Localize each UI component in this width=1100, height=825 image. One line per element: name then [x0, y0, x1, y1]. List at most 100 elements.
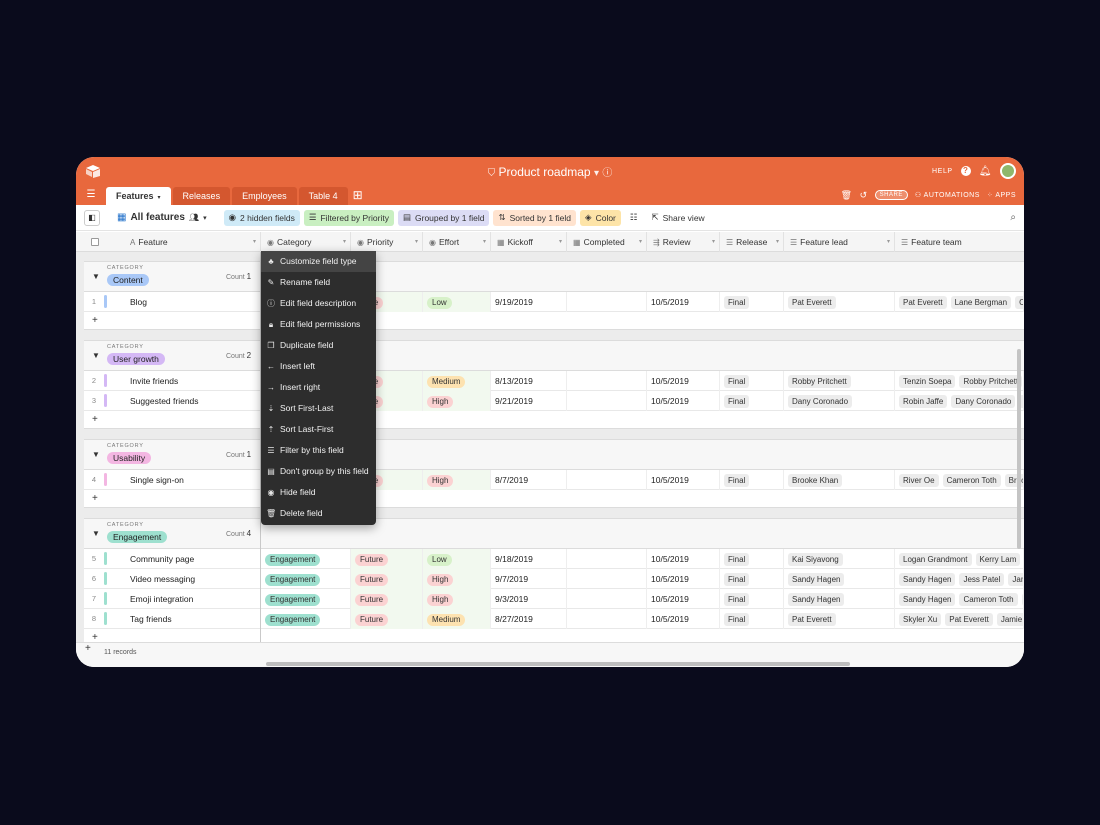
tab-releases[interactable]: Releases — [172, 187, 231, 205]
column-header-completed[interactable]: ▦ Completed ▾ — [567, 232, 647, 252]
completed-cell[interactable] — [567, 292, 647, 312]
filter-button[interactable]: ☰ Filtered by Priority — [303, 209, 394, 226]
feature-cell[interactable]: Suggested friends — [130, 396, 199, 406]
chevron-down-icon[interactable]: ▾ — [157, 195, 161, 201]
menu-item-sort-first-last[interactable]: ⇣ Sort First-Last — [261, 398, 376, 419]
view-switcher[interactable]: ▦ All features 👥︎ ▾ — [112, 210, 212, 226]
release-cell[interactable]: Final — [720, 569, 784, 589]
completed-cell[interactable] — [567, 470, 647, 490]
kickoff-cell[interactable]: 8/7/2019 — [491, 470, 567, 490]
hide-fields-button[interactable]: ◉ 2 hidden fields — [223, 209, 300, 226]
column-header-feature-lead[interactable]: ☰ Feature lead ▾ — [784, 232, 895, 252]
release-cell[interactable]: Final — [720, 589, 784, 609]
collapse-arrow-icon[interactable]: ▼ — [92, 450, 100, 459]
completed-cell[interactable] — [567, 589, 647, 609]
priority-cell[interactable]: Future — [351, 569, 423, 589]
sidebar-toggle-button[interactable]: ◧ — [84, 209, 100, 226]
table-row[interactable]: 1 Blog uture Low 9/19/2019 10/5/2019 Fin… — [84, 292, 1024, 312]
menu-item-dont-group[interactable]: ▤ Don't group by this field — [261, 461, 376, 482]
release-cell[interactable]: Final — [720, 292, 784, 312]
plus-icon[interactable]: + — [92, 414, 98, 425]
kickoff-cell[interactable]: 8/13/2019 — [491, 371, 567, 391]
group-header-usability[interactable]: ▼ CATEGORY Usability Count 1 — [84, 439, 1024, 470]
kickoff-cell[interactable]: 9/7/2019 — [491, 569, 567, 589]
chevron-down-icon[interactable]: ▾ — [414, 239, 418, 245]
add-record-row[interactable]: + — [84, 490, 1024, 508]
menu-item-hide-field[interactable]: ◉ Hide field — [261, 482, 376, 503]
apps-button[interactable]: ⁘ APPS — [987, 191, 1016, 199]
review-cell[interactable]: 10/5/2019 — [647, 569, 720, 589]
horizontal-scrollbar[interactable] — [266, 662, 850, 666]
add-record-row[interactable]: + — [84, 312, 1024, 330]
group-header-user-growth[interactable]: ▼ CATEGORY User growth Count 2 — [84, 340, 1024, 371]
completed-cell[interactable] — [567, 569, 647, 589]
menu-item-rename-field[interactable]: ✎ Rename field — [261, 272, 376, 293]
plus-icon[interactable]: + — [92, 493, 98, 504]
add-record-icon[interactable]: + — [85, 643, 91, 654]
table-row[interactable]: 5 Community page Engagement Future Low 9… — [84, 549, 1024, 569]
history-icon[interactable]: ↺ — [859, 189, 868, 200]
effort-cell[interactable]: High — [423, 470, 491, 490]
category-cell[interactable]: Engagement — [261, 589, 351, 609]
feature-cell[interactable]: Single sign-on — [130, 475, 184, 485]
row-height-button[interactable]: ☷ — [625, 210, 643, 226]
effort-cell[interactable]: High — [423, 391, 491, 411]
effort-cell[interactable]: High — [423, 569, 491, 589]
group-button[interactable]: ▤ Grouped by 1 field — [397, 209, 490, 226]
help-icon[interactable]: ? — [960, 166, 971, 176]
table-row[interactable]: 7 Emoji integration Engagement Future Hi… — [84, 589, 1024, 609]
completed-cell[interactable] — [567, 391, 647, 411]
category-cell[interactable]: Engagement — [261, 609, 351, 629]
column-header-category[interactable]: ◉ Category ▾ — [261, 232, 351, 252]
tab-features[interactable]: Features ▾ — [106, 187, 171, 205]
priority-cell[interactable]: Future — [351, 589, 423, 609]
review-cell[interactable]: 10/5/2019 — [647, 609, 720, 629]
effort-cell[interactable]: Low — [423, 549, 491, 569]
color-button[interactable]: ◈ Color — [580, 209, 621, 226]
column-header-priority[interactable]: ◉ Priority ▾ — [351, 232, 423, 252]
menu-item-edit-field-permissions[interactable]: 🔒︎ Edit field permissions — [261, 314, 376, 335]
effort-cell[interactable]: Medium — [423, 371, 491, 391]
release-cell[interactable]: Final — [720, 549, 784, 569]
chevron-down-icon[interactable]: ▾ — [711, 239, 715, 245]
select-all-checkbox[interactable] — [91, 238, 99, 246]
release-cell[interactable]: Final — [720, 371, 784, 391]
feature-lead-cell[interactable]: Robby Pritchett — [784, 371, 895, 391]
review-cell[interactable]: 10/5/2019 — [647, 589, 720, 609]
feature-cell[interactable]: Video messaging — [130, 574, 196, 584]
feature-cell[interactable]: Blog — [130, 297, 148, 307]
column-header-kickoff[interactable]: ▦ Kickoff ▾ — [491, 232, 567, 252]
search-icon[interactable]: ⌕ — [1010, 212, 1016, 223]
effort-cell[interactable]: Medium — [423, 609, 491, 629]
base-title[interactable]: ⛉ Product roadmap ▾ ⓘ — [76, 164, 1024, 179]
release-cell[interactable]: Final — [720, 470, 784, 490]
column-header-effort[interactable]: ◉ Effort ▾ — [423, 232, 491, 252]
bell-icon[interactable]: 🔔︎ — [978, 165, 992, 177]
table-row[interactable]: 8 Tag friends Engagement Future Medium 8… — [84, 609, 1024, 629]
frozen-column-divider[interactable] — [260, 252, 261, 667]
feature-lead-cell[interactable]: Pat Everett — [784, 292, 895, 312]
kickoff-cell[interactable]: 9/21/2019 — [491, 391, 567, 411]
tab-table-4[interactable]: Table 4 — [298, 187, 348, 205]
feature-cell[interactable]: Tag friends — [130, 614, 172, 624]
column-header-feature-team[interactable]: ☰ Feature team — [895, 232, 1024, 252]
vertical-scrollbar[interactable] — [1017, 349, 1021, 549]
plus-icon[interactable]: + — [92, 632, 98, 643]
collapse-arrow-icon[interactable]: ▼ — [92, 351, 100, 360]
completed-cell[interactable] — [567, 371, 647, 391]
chevron-down-icon[interactable]: ▾ — [775, 239, 779, 245]
menu-item-filter-by-field[interactable]: ☰ Filter by this field — [261, 440, 376, 461]
menu-item-edit-field-description[interactable]: ⓘ Edit field description — [261, 293, 376, 314]
chevron-down-icon[interactable]: ▾ — [482, 239, 486, 245]
menu-item-insert-right[interactable]: → Insert right — [261, 377, 376, 398]
menu-item-insert-left[interactable]: ← Insert left — [261, 356, 376, 377]
table-row[interactable]: 4 Single sign-on uture High 8/7/2019 10/… — [84, 470, 1024, 490]
